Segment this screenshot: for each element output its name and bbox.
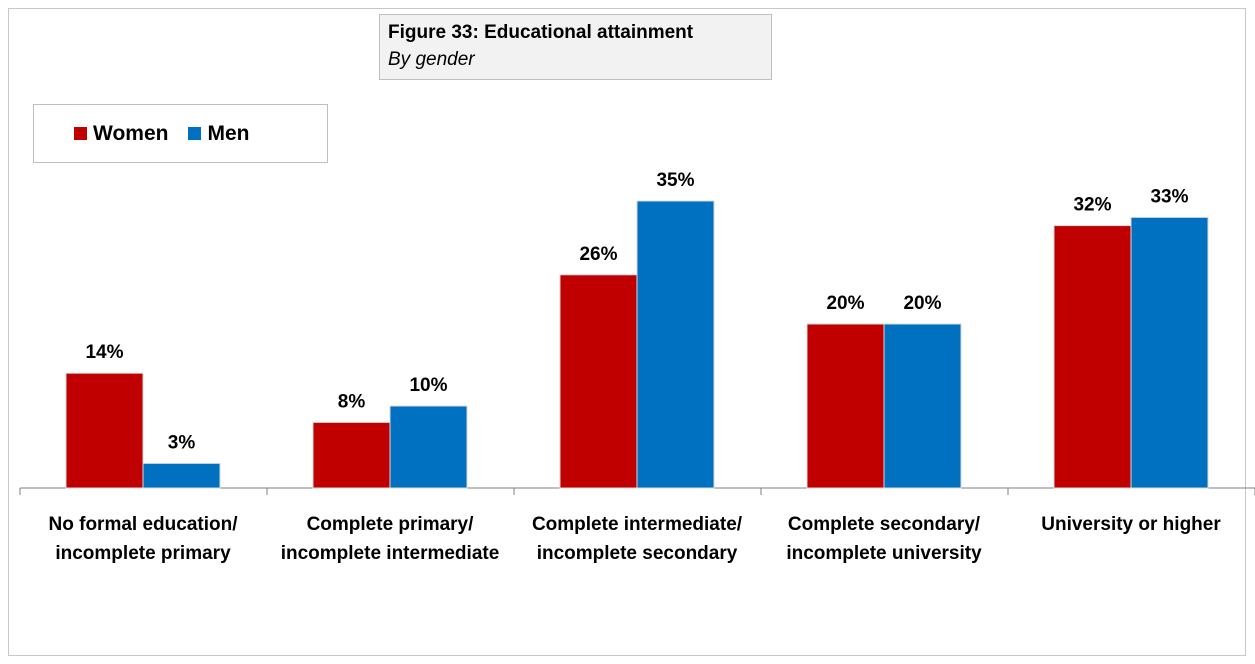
- category-label: No formal education/ incomplete primary: [48, 514, 238, 564]
- data-label-women: 14%: [85, 342, 123, 363]
- data-label-men: 10%: [409, 375, 447, 396]
- legend-item-women: Women: [74, 122, 168, 146]
- category-label: Complete secondary/ incomplete universit…: [786, 514, 982, 564]
- bar-women: [312, 421, 391, 489]
- data-label-women: 8%: [338, 391, 366, 412]
- legend-label-men: Men: [207, 121, 250, 145]
- legend-swatch-men: [188, 127, 202, 140]
- title-box: Figure 33: Educational attainment By gen…: [379, 14, 772, 80]
- category-label: Complete primary/ incomplete intermediat…: [280, 514, 500, 564]
- bar-men: [389, 405, 468, 489]
- bar-women: [1053, 225, 1132, 489]
- bar-men: [142, 462, 221, 489]
- category-label: University or higher: [1041, 514, 1221, 535]
- data-label-men: 20%: [903, 293, 941, 314]
- chart-title: Figure 33: Educational attainment: [388, 22, 694, 43]
- bar-men: [1130, 216, 1209, 489]
- bar-women: [806, 323, 885, 489]
- chart-subtitle: By gender: [388, 49, 475, 70]
- data-label-women: 26%: [579, 244, 617, 265]
- legend: Women Men: [33, 104, 328, 163]
- data-label-men: 3%: [168, 432, 196, 453]
- bar-men: [883, 323, 962, 489]
- data-label-men: 33%: [1150, 186, 1188, 207]
- data-label-women: 20%: [826, 293, 864, 314]
- legend-label-women: Women: [93, 121, 169, 145]
- legend-swatch-women: [74, 127, 87, 140]
- data-label-men: 35%: [656, 170, 694, 191]
- data-label-women: 32%: [1073, 195, 1111, 216]
- bar-women: [65, 372, 144, 489]
- bar-men: [636, 200, 715, 489]
- bar-women: [559, 274, 638, 489]
- legend-item-men: Men: [188, 122, 249, 146]
- category-label: Complete intermediate/ incomplete second…: [531, 514, 743, 564]
